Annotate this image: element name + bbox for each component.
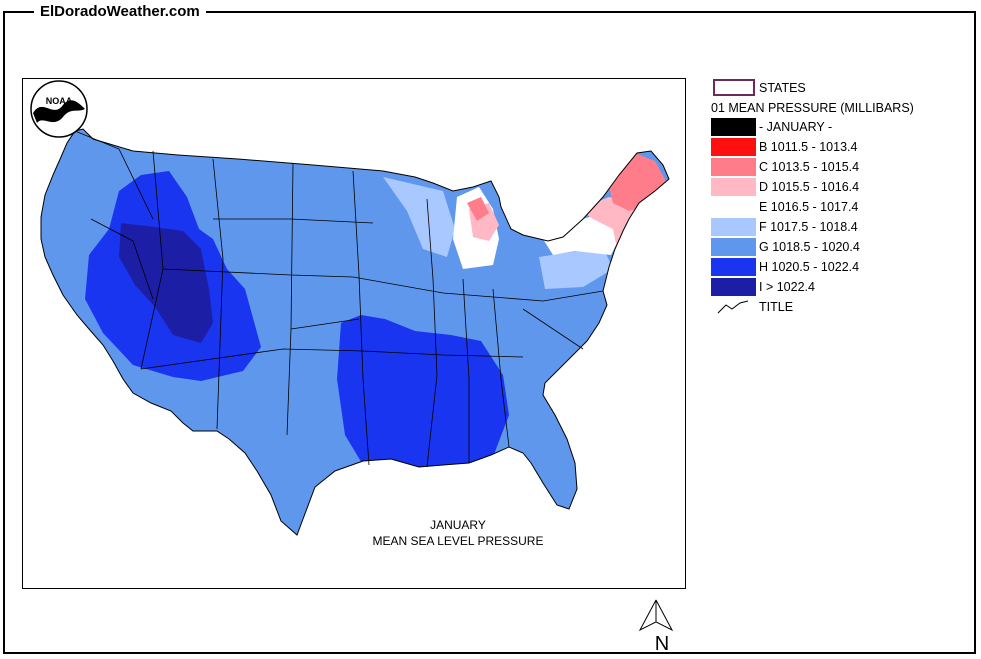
noaa-logo-text: NOAA [46,96,73,106]
legend-row: F 1017.5 - 1018.4 [708,217,958,237]
legend-swatch [711,198,756,216]
legend-label: E 1016.5 - 1017.4 [759,200,859,214]
legend-label: F 1017.5 - 1018.4 [759,220,858,234]
legend-swatch [711,118,756,136]
legend-swatch [711,238,756,256]
pressure-map [40,128,670,536]
legend-title-label: TITLE [759,300,794,314]
legend-label: D 1015.5 - 1016.4 [759,180,860,194]
legend-states-label: STATES [759,81,806,95]
legend-swatch [711,158,756,176]
legend-label: G 1018.5 - 1020.4 [759,240,860,254]
coastline [40,128,670,536]
legend-row: I > 1022.4 [708,277,958,297]
zone-h-gulf-coast [337,315,509,471]
map-caption: JANUARY MEAN SEA LEVEL PRESSURE [353,517,563,549]
legend-row: - JANUARY - [708,117,958,137]
zone-i-rockies [119,223,213,343]
noaa-logo: NOAA [30,80,88,138]
legend-row: H 1020.5 - 1022.4 [708,257,958,277]
map-caption-month: JANUARY [430,518,486,532]
legend-swatch [711,258,756,276]
legend-label: H 1020.5 - 1022.4 [759,260,860,274]
legend-row: B 1011.5 - 1013.4 [708,137,958,157]
legend-swatch [711,178,756,196]
site-title: ElDoradoWeather.com [34,3,206,20]
legend-header: 01 MEAN PRESSURE (MILLIBARS) [711,101,914,115]
legend-swatch [711,278,756,296]
legend-items: - JANUARY - B 1011.5 - 1013.4 C 1013.5 - 1… [708,117,958,297]
state-borders [74,130,604,468]
map-caption-title: MEAN SEA LEVEL PRESSURE [372,534,544,548]
legend-label: B 1011.5 - 1013.4 [759,140,858,154]
legend-row: E 1016.5 - 1017.4 [708,197,958,217]
legend-row: D 1015.5 - 1016.4 [708,177,958,197]
outer-frame [3,11,976,654]
map-panel: NOAA JANUARY MEAN SEA LEVEL PRESSURE [22,78,686,589]
title-line-icon [717,300,749,314]
legend-label: C 1013.5 - 1015.4 [759,160,860,174]
north-label: N [655,633,669,654]
states-swatch [713,79,755,96]
legend-label: - JANUARY - [759,120,833,134]
legend-row-states: STATES [708,78,958,98]
legend-swatch [711,138,756,156]
legend-swatch [711,218,756,236]
zone-c-michigan [467,197,489,221]
legend-label: I > 1022.4 [759,280,815,294]
legend-row: C 1013.5 - 1015.4 [708,157,958,177]
legend-row: G 1018.5 - 1020.4 [708,237,958,257]
legend-row-title: TITLE [708,297,958,317]
north-arrow-icon: N [638,599,674,654]
map-legend: STATES 01 MEAN PRESSURE (MILLIBARS) - JA… [708,78,958,317]
zone-f-great-lakes [383,177,455,257]
zone-f-northeast [539,247,613,289]
